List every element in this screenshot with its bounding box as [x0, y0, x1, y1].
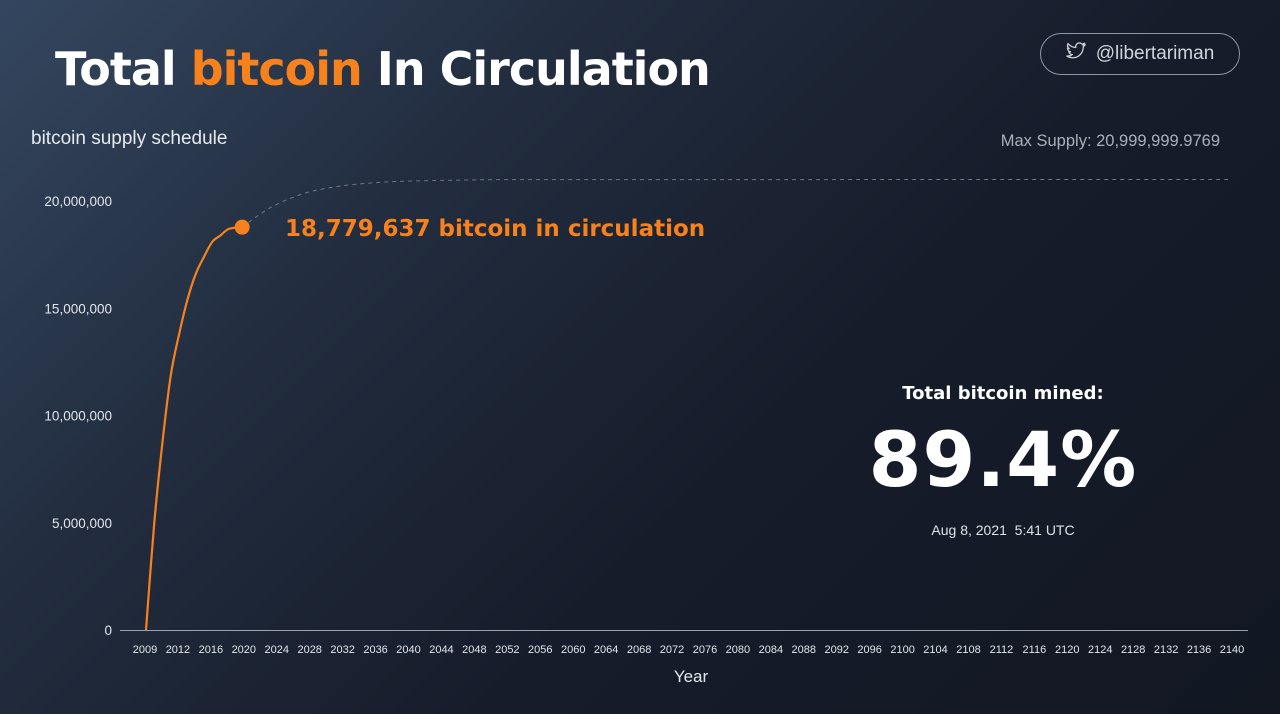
- max-supply-label: Max Supply: 20,999,999.9769: [1000, 132, 1220, 150]
- x-tick-label: 2016: [199, 644, 223, 656]
- circulation-callout: 18,779,637 bitcoin in circulation: [285, 216, 706, 242]
- y-tick-label: 15,000,000: [44, 301, 112, 316]
- x-tick-label: 2120: [1055, 644, 1079, 656]
- x-tick-label: 2024: [265, 644, 289, 656]
- x-tick-label: 2056: [528, 644, 552, 656]
- x-tick-label: 2032: [330, 644, 354, 656]
- actual-supply-line: [144, 226, 243, 631]
- x-tick-label: 2132: [1154, 644, 1178, 656]
- title-prefix: Total: [55, 42, 191, 96]
- chart-subtitle: bitcoin supply schedule: [31, 128, 228, 149]
- x-tick-label: 2088: [792, 644, 816, 656]
- x-tick-label: 2128: [1121, 644, 1145, 656]
- y-tick-label: 20,000,000: [44, 194, 112, 209]
- y-tick-label: 10,000,000: [44, 409, 112, 424]
- x-tick-label: 2096: [857, 644, 881, 656]
- y-tick-label: 5,000,000: [52, 516, 112, 531]
- x-tick-label: 2104: [923, 644, 947, 656]
- twitter-handle-text: @libertariman: [1095, 43, 1215, 64]
- x-tick-label: 2124: [1088, 644, 1112, 656]
- y-axis-ticks: 0 5,000,000 10,000,000 15,000,000 20,000,000: [44, 194, 112, 638]
- page-title: Total bitcoin In Circulation: [55, 42, 711, 96]
- x-tick-label: 2020: [232, 644, 256, 656]
- current-supply-point: [234, 219, 250, 235]
- x-tick-label: 2108: [956, 644, 980, 656]
- twitter-bird-icon: [1065, 42, 1086, 66]
- x-tick-label: 2100: [890, 644, 914, 656]
- x-tick-label: 2116: [1023, 644, 1047, 656]
- x-tick-label: 2068: [627, 644, 651, 656]
- y-tick-label: 0: [104, 623, 112, 638]
- x-tick-label: 2084: [759, 644, 783, 656]
- x-tick-label: 2036: [363, 644, 387, 656]
- x-tick-label: 2080: [726, 644, 750, 656]
- title-highlight: bitcoin: [190, 42, 363, 96]
- mined-label: Total bitcoin mined:: [902, 383, 1104, 404]
- x-tick-label: 2012: [166, 644, 190, 656]
- x-tick-label: 2044: [429, 644, 453, 656]
- x-tick-label: 2136: [1187, 644, 1211, 656]
- x-tick-label: 2076: [693, 644, 717, 656]
- x-tick-label: 2072: [660, 644, 684, 656]
- x-tick-label: 2048: [462, 644, 486, 656]
- x-tick-label: 2112: [990, 644, 1014, 656]
- mined-percentage: 89.4%: [868, 415, 1138, 504]
- title-suffix: In Circulation: [361, 42, 711, 96]
- x-tick-label: 2092: [824, 644, 848, 656]
- twitter-handle-badge[interactable]: @libertariman: [1040, 33, 1240, 75]
- projected-supply-line: [241, 179, 1233, 228]
- x-axis-label: Year: [674, 667, 709, 686]
- x-tick-label: 2040: [396, 644, 420, 656]
- x-tick-label: 2009: [133, 644, 157, 656]
- x-axis-ticks: 2009 2012 2016 2020 2024 2028 2032 2036 2040 2044…: [133, 644, 1244, 656]
- x-tick-label: 2064: [594, 644, 618, 656]
- x-tick-label: 2140: [1220, 644, 1244, 656]
- x-tick-label: 2028: [297, 644, 321, 656]
- x-tick-label: 2060: [561, 644, 585, 656]
- x-tick-label: 2052: [495, 644, 519, 656]
- mined-timestamp: Aug 8, 2021 5:41 UTC: [931, 522, 1075, 538]
